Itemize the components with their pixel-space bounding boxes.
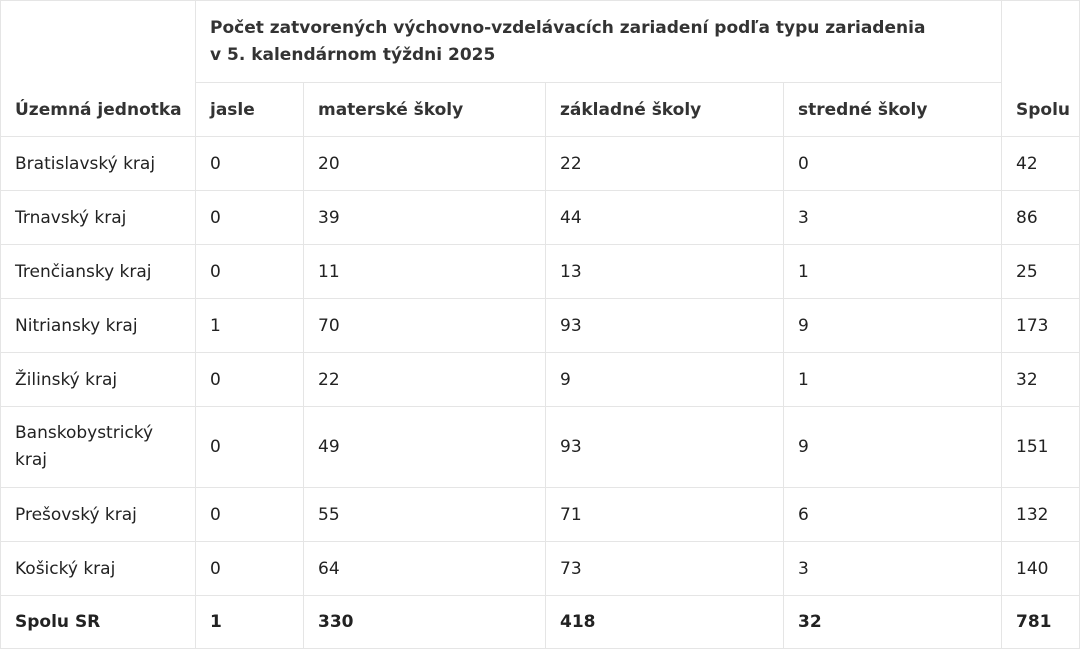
cell-materske-skoly: 39 (303, 190, 546, 245)
cell-zakladne-skoly: 93 (545, 406, 784, 488)
cell-jasle: 0 (195, 352, 304, 407)
cell-jasle: 0 (195, 487, 304, 542)
region-name: Košický kraj (0, 541, 196, 596)
region-name: Banskobystrický kraj (0, 406, 196, 488)
cell-total: 86 (1001, 190, 1080, 245)
cell-stredne-skoly: 9 (783, 298, 1002, 353)
cell-jasle: 0 (195, 244, 304, 299)
total-row-label: Spolu SR (0, 595, 196, 649)
cell-stredne-skoly: 1 (783, 352, 1002, 407)
cell-zakladne-skoly: 9 (545, 352, 784, 407)
cell-jasle: 0 (195, 136, 304, 191)
total-header: Spolu (1001, 0, 1080, 137)
cell-total: 42 (1001, 136, 1080, 191)
total-stredne-skoly: 32 (783, 595, 1002, 649)
cell-jasle: 0 (195, 541, 304, 596)
cell-materske-skoly: 20 (303, 136, 546, 191)
cell-jasle: 0 (195, 406, 304, 488)
total-materske-skoly: 330 (303, 595, 546, 649)
cell-stredne-skoly: 6 (783, 487, 1002, 542)
region-name: Nitriansky kraj (0, 298, 196, 353)
column-header-stredne-skoly: stredné školy (783, 82, 1002, 137)
cell-stredne-skoly: 0 (783, 136, 1002, 191)
cell-materske-skoly: 49 (303, 406, 546, 488)
table-row: Bratislavský kraj 0 20 22 0 42 (0, 136, 1080, 191)
cell-zakladne-skoly: 44 (545, 190, 784, 245)
cell-zakladne-skoly: 73 (545, 541, 784, 596)
cell-total: 25 (1001, 244, 1080, 299)
group-header: Počet zatvorených výchovno-vzdelávacích … (195, 0, 1002, 83)
total-jasle: 1 (195, 595, 304, 649)
row-header: Územná jednotka (0, 0, 196, 137)
cell-stredne-skoly: 1 (783, 244, 1002, 299)
cell-materske-skoly: 55 (303, 487, 546, 542)
cell-jasle: 0 (195, 190, 304, 245)
cell-stredne-skoly: 3 (783, 190, 1002, 245)
table-row: Prešovský kraj 0 55 71 6 132 (0, 487, 1080, 542)
cell-total: 132 (1001, 487, 1080, 542)
cell-zakladne-skoly: 93 (545, 298, 784, 353)
cell-zakladne-skoly: 71 (545, 487, 784, 542)
cell-total: 32 (1001, 352, 1080, 407)
region-name: Trnavský kraj (0, 190, 196, 245)
cell-materske-skoly: 11 (303, 244, 546, 299)
table-row: Žilinský kraj 0 22 9 1 32 (0, 352, 1080, 407)
table-row: Trenčiansky kraj 0 11 13 1 25 (0, 244, 1080, 299)
cell-jasle: 1 (195, 298, 304, 353)
cell-total: 140 (1001, 541, 1080, 596)
table-row: Banskobystrický kraj 0 49 93 9 151 (0, 406, 1080, 488)
total-zakladne-skoly: 418 (545, 595, 784, 649)
column-header-materske-skoly: materské školy (303, 82, 546, 137)
total-overall: 781 (1001, 595, 1080, 649)
region-name: Bratislavský kraj (0, 136, 196, 191)
cell-zakladne-skoly: 22 (545, 136, 784, 191)
cell-materske-skoly: 22 (303, 352, 546, 407)
cell-zakladne-skoly: 13 (545, 244, 784, 299)
column-header-zakladne-skoly: základné školy (545, 82, 784, 137)
column-header-jasle: jasle (195, 82, 304, 137)
cell-stredne-skoly: 3 (783, 541, 1002, 596)
table-row: Košický kraj 0 64 73 3 140 (0, 541, 1080, 596)
cell-total: 173 (1001, 298, 1080, 353)
cell-materske-skoly: 70 (303, 298, 546, 353)
cell-total: 151 (1001, 406, 1080, 488)
table-row: Trnavský kraj 0 39 44 3 86 (0, 190, 1080, 245)
region-name: Prešovský kraj (0, 487, 196, 542)
table-total-row: Spolu SR 1 330 418 32 781 (0, 595, 1080, 649)
cell-stredne-skoly: 9 (783, 406, 1002, 488)
region-name: Trenčiansky kraj (0, 244, 196, 299)
table-row: Nitriansky kraj 1 70 93 9 173 (0, 298, 1080, 353)
region-name: Žilinský kraj (0, 352, 196, 407)
cell-materske-skoly: 64 (303, 541, 546, 596)
